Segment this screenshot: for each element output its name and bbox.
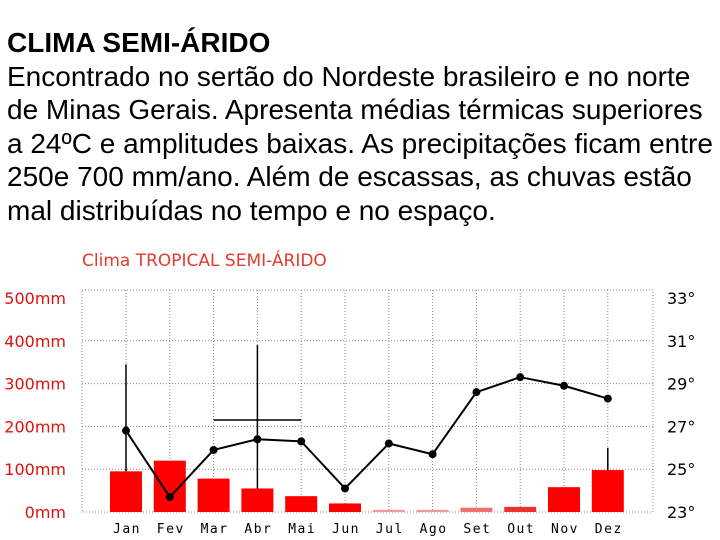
month-label: Mar [201,522,229,537]
left-axis-tick-label: 0mm [25,503,66,522]
month-label: Nov [551,522,579,537]
temperature-point-jan [122,426,130,435]
right-axis-tick-label: 31° [667,332,695,351]
month-label: Jan [113,522,141,537]
left-axis: 0mm 100mm 200mm 300mm 400mm 500mm [4,289,66,522]
temperature-point-mai [297,437,306,446]
intro-text: CLIMA SEMI-ÁRIDO Encontrado no sertão do… [7,26,713,228]
right-axis-tick-label: 33° [667,289,695,308]
body-line: a 24ºC e amplitudes baixas. As precipita… [7,127,713,159]
precipitation-bar-set [460,507,493,512]
month-label: Abr [244,522,272,537]
left-axis-tick-label: 200mm [4,417,66,436]
plot-frame [81,289,654,513]
right-axis-tick-label: 27° [667,417,695,436]
month-label: Mai [288,522,316,537]
month-label: Jun [332,522,360,537]
temperature-line [125,376,609,499]
temperature-point-mar [209,445,218,454]
month-label: Fev [157,522,185,537]
month-label: Jul [376,522,404,537]
month-label: Set [463,522,491,537]
left-axis-tick-label: 100mm [4,460,66,479]
month-label: Ago [420,522,448,537]
temperature-point-jul [384,439,393,448]
temperature-point-ago [428,450,437,459]
right-axis-tick-label: 25° [667,460,695,479]
month-label: Out [507,522,535,537]
precipitation-bar-jul [372,509,405,512]
temperature-point-set [472,388,481,397]
temperature-point-abr [253,435,262,444]
body-line: Encontrado no sertão do Nordeste brasile… [7,60,691,92]
precipitation-bars [110,460,624,512]
right-axis-tick-label: 29° [667,375,695,394]
precipitation-bar-mar [197,478,230,512]
month-label: Dez [595,522,623,537]
body-line: 250e 700 mm/ano. Além de escassas, as ch… [7,161,692,193]
temperature-point-fev [165,493,174,502]
x-axis: Jan Fev Mar Abr Mai Jun Jul Ago Set Out Nov Dez [113,522,623,537]
climate-chart: Clima TROPICAL SEMI-ÁRIDO 0mm 100mm 200mm 3… [4,249,695,537]
temperature-point-jun [341,484,349,493]
precipitation-bar-jan [110,471,142,512]
body-line: de Minas Gerais. Apresenta médias térmic… [7,94,703,126]
precipitation-bar-out [504,506,537,512]
precipitation-bar-ago [416,509,449,512]
left-axis-tick-label: 400mm [4,332,66,351]
right-axis: 23° 25° 27° 29° 31° 33° [667,289,695,522]
temperature-point-out [516,373,525,382]
temperature-point-dez [603,394,612,403]
precipitation-bar-dez [591,470,624,512]
precipitation-bar-nov [548,487,580,512]
plot-grid [81,289,654,513]
left-axis-tick-label: 300mm [4,375,66,394]
temperature-point-nov [560,381,568,390]
precipitation-bar-abr [241,488,274,512]
precipitation-bar-mai [285,496,318,512]
precipitation-bar-jun [329,503,361,512]
heading: CLIMA SEMI-ÁRIDO [7,27,271,58]
left-axis-tick-label: 500mm [4,289,66,308]
chart-title: Clima TROPICAL SEMI-ÁRIDO [82,249,327,271]
temperature-series [122,373,612,502]
range-lines [125,345,609,489]
body-line: mal distribuídas no tempo e no espaço. [7,194,496,226]
right-axis-tick-label: 23° [667,503,695,522]
